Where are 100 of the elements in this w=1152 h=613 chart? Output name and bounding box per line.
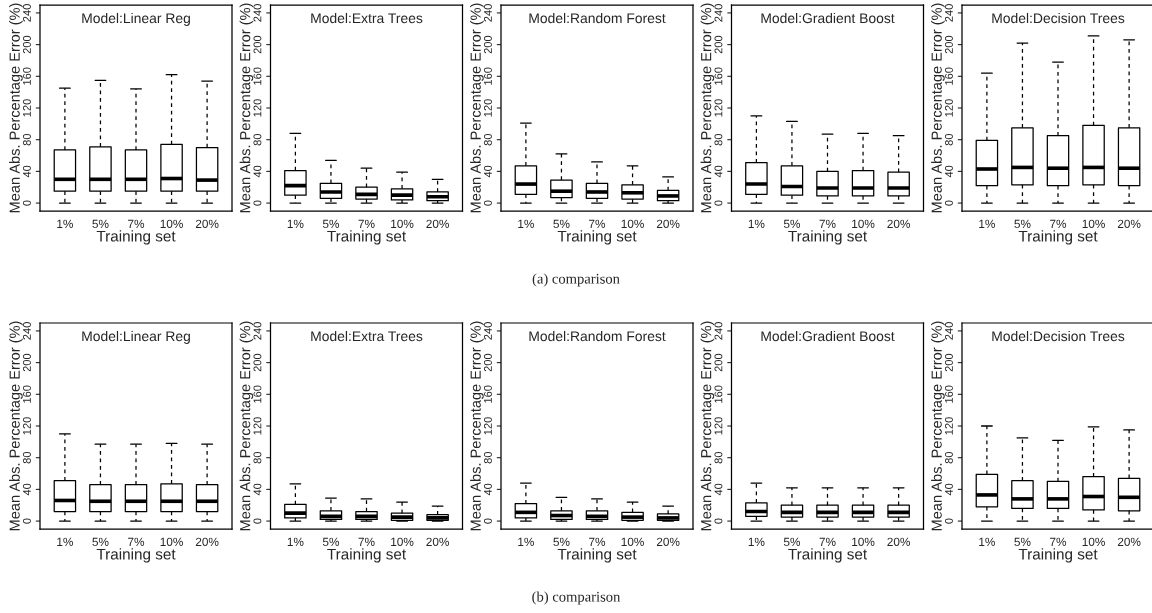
y-tick-label: 240 — [253, 4, 262, 22]
y-axis-title: Mean Abs. Percentage Error (%) — [470, 3, 484, 213]
x-tick-label: 5% — [553, 537, 570, 546]
x-tick-label: 1% — [57, 219, 73, 228]
y-tick-label: 240 — [22, 4, 31, 22]
y-tick-label: 80 — [22, 451, 31, 464]
x-tick-label: 10% — [391, 219, 414, 228]
x-tick-label: 7% — [819, 537, 836, 546]
y-axis-title: Mean Abs. Percentage Error (%) — [931, 3, 945, 213]
y-tick-label: 40 — [714, 165, 723, 178]
y-tick-label: 40 — [483, 165, 492, 178]
y-axis-title: Mean Abs. Percentage Error (%) — [700, 3, 715, 213]
y-tick-label: 160 — [483, 67, 492, 85]
y-tick-label: 240 — [483, 4, 492, 22]
y-tick-label: 80 — [483, 451, 492, 464]
x-tick-label: 10% — [391, 537, 414, 546]
x-tick-label: 1% — [979, 537, 995, 546]
x-tick-label: 5% — [783, 219, 801, 228]
y-tick-label: 240 — [483, 322, 492, 340]
text: (b) comparison — [532, 591, 621, 605]
chart-title: Model:Gradient Boost — [761, 12, 895, 24]
y-tick-label: 40 — [944, 165, 953, 178]
x-tick-label: 20% — [656, 219, 680, 228]
x-tick-label: 20% — [195, 537, 219, 546]
y-tick-label: 120 — [22, 417, 31, 435]
y-tick-label: 80 — [483, 133, 492, 146]
x-tick-label: 1% — [518, 537, 534, 546]
x-tick-label: 10% — [852, 537, 875, 546]
x-axis-title: Training set — [327, 230, 407, 245]
y-tick-label: 0 — [22, 518, 31, 524]
x-tick-label: 1% — [518, 219, 534, 228]
chart-title: Model:Extra Trees — [311, 12, 423, 24]
x-tick-label: 10% — [852, 219, 875, 228]
x-tick-label: 5% — [1014, 219, 1031, 228]
y-tick-label: 0 — [483, 518, 492, 524]
y-tick-label: 80 — [944, 451, 953, 464]
x-tick-label: 1% — [287, 219, 304, 228]
y-tick-label: 120 — [944, 99, 953, 117]
x-tick-label: 7% — [1050, 537, 1067, 546]
y-tick-label: 240 — [253, 322, 262, 340]
y-tick-label: 200 — [483, 353, 492, 372]
y-tick-label: 200 — [253, 353, 262, 372]
chart-title: Model:Extra Trees — [311, 330, 423, 342]
x-axis-title: Training set — [557, 548, 637, 563]
x-tick-label: 1% — [748, 537, 765, 546]
y-tick-label: 200 — [22, 353, 31, 372]
y-tick-label: 80 — [714, 451, 723, 464]
x-tick-label: 10% — [1082, 219, 1105, 228]
y-tick-label: 200 — [714, 35, 723, 54]
text: (a) comparison — [532, 273, 620, 287]
y-tick-label: 200 — [944, 35, 953, 54]
y-tick-label: 120 — [483, 99, 492, 117]
y-tick-label: 120 — [944, 417, 953, 435]
y-tick-label: 120 — [483, 417, 492, 435]
x-tick-label: 5% — [322, 537, 340, 546]
y-tick-label: 240 — [944, 4, 953, 22]
x-tick-label: 7% — [589, 219, 606, 228]
x-axis-title: Training set — [1018, 548, 1098, 563]
x-tick-label: 5% — [92, 537, 109, 546]
y-tick-label: 80 — [253, 451, 262, 464]
y-axis-title: Mean Abs. Percentage Error (%) — [9, 3, 23, 213]
chart-title: Model:Random Forest — [529, 12, 666, 24]
x-tick-label: 20% — [656, 537, 680, 546]
y-tick-label: 120 — [22, 99, 31, 117]
x-tick-label: 7% — [358, 219, 375, 228]
x-tick-label: 20% — [426, 537, 450, 546]
y-tick-label: 160 — [944, 385, 953, 403]
x-tick-label: 7% — [128, 219, 145, 228]
x-tick-label: 5% — [92, 219, 109, 228]
x-tick-label: 10% — [160, 537, 183, 546]
x-tick-label: 5% — [553, 219, 570, 228]
x-axis-title: Training set — [557, 230, 637, 245]
x-tick-label: 20% — [195, 219, 219, 228]
y-axis-title: Mean Abs. Percentage Error (%) — [470, 321, 484, 531]
y-tick-label: 40 — [483, 483, 492, 496]
y-tick-label: 0 — [714, 518, 723, 524]
x-axis-title: Training set — [96, 230, 176, 245]
y-tick-label: 160 — [22, 385, 31, 403]
x-tick-label: 5% — [783, 537, 801, 546]
y-tick-label: 200 — [253, 35, 262, 54]
x-axis-title: Training set — [788, 548, 868, 563]
y-tick-label: 160 — [253, 67, 262, 85]
x-tick-label: 7% — [128, 537, 145, 546]
y-tick-label: 80 — [253, 133, 262, 146]
y-tick-label: 0 — [944, 518, 953, 524]
x-tick-label: 10% — [621, 219, 644, 228]
y-axis-title: Mean Abs. Percentage Error (%) — [931, 321, 945, 531]
y-tick-label: 120 — [714, 99, 723, 117]
y-tick-label: 0 — [22, 200, 31, 206]
y-axis-title: Mean Abs. Percentage Error (%) — [9, 321, 23, 531]
x-tick-label: 5% — [1014, 537, 1031, 546]
x-tick-label: 10% — [160, 219, 183, 228]
y-tick-label: 40 — [944, 483, 953, 496]
x-tick-label: 20% — [426, 219, 450, 228]
x-tick-label: 7% — [819, 219, 836, 228]
y-axis-title: Mean Abs. Percentage Error (%) — [700, 321, 715, 531]
chart-title: Model:Decision Trees — [992, 330, 1125, 342]
chart-title: Model:Gradient Boost — [761, 330, 895, 342]
y-tick-label: 40 — [253, 165, 262, 178]
x-tick-label: 20% — [887, 537, 911, 546]
